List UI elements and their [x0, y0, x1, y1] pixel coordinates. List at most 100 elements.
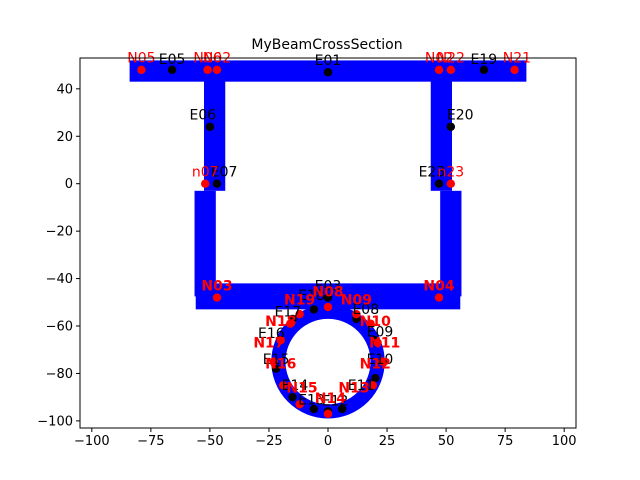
section-member-5 [440, 190, 462, 297]
element-marker-e01 [323, 68, 333, 77]
node-label-n16: N16 [265, 357, 296, 373]
element-label-e12: E12 [322, 393, 349, 409]
y-tick-label: 40 [56, 82, 73, 97]
x-tick-label: 0 [324, 434, 332, 449]
node-label-n04: N04 [423, 278, 454, 294]
node-label-n12: N12 [360, 357, 391, 373]
element-marker-e06 [205, 122, 215, 131]
y-tick-label: −20 [46, 225, 73, 240]
node-label-n15: N15 [286, 380, 317, 396]
element-marker-e10 [371, 373, 380, 383]
element-marker-e03 [323, 293, 333, 302]
element-label-e13: E13 [298, 392, 325, 408]
node-marker-n19 [295, 309, 304, 319]
node-marker-n07 [200, 179, 210, 188]
node-marker-n23 [446, 179, 456, 188]
node-marker-n13 [368, 381, 378, 390]
node-label-n06: N06 [193, 51, 221, 67]
section-member-3 [430, 71, 452, 191]
node-label-n03: N03 [201, 278, 232, 294]
element-marker-e05 [167, 65, 177, 75]
element-marker-e13 [309, 404, 319, 414]
node-marker-n10 [366, 319, 375, 328]
element-label-e08: E08 [352, 302, 379, 318]
section-member-2 [204, 71, 226, 191]
node-marker-n02 [212, 65, 222, 75]
node-marker-n08 [323, 302, 333, 312]
element-marker-e14 [288, 392, 297, 402]
x-tick-label: 75 [497, 434, 514, 449]
x-tick-label: 100 [552, 434, 577, 449]
node-label-n18: N18 [265, 314, 296, 330]
node-marker-n05 [137, 65, 146, 75]
element-label-e19: E19 [471, 52, 498, 68]
node-marker-n15 [278, 381, 288, 390]
element-label-e14: E14 [282, 378, 309, 394]
node-label-n22: N22 [437, 51, 465, 67]
element-marker-e23 [434, 179, 444, 188]
node-label-n11: N11 [369, 335, 400, 351]
x-tick-label: −50 [196, 434, 223, 449]
element-label-e18: E18 [298, 288, 325, 304]
element-marker-e11 [337, 404, 347, 414]
section-member-4 [194, 190, 216, 297]
element-label-e07: E07 [211, 165, 238, 181]
element-label-e15: E15 [263, 352, 290, 368]
element-label-e16: E16 [258, 326, 285, 342]
node-label-n13: N13 [338, 380, 369, 396]
node-label-n21: N21 [503, 51, 531, 67]
y-tick-label: 0 [65, 177, 73, 192]
node-marker-n09 [352, 309, 361, 319]
x-tick-label: −75 [137, 434, 164, 449]
element-marker-e15 [271, 364, 281, 373]
node-label-n08: N08 [312, 284, 343, 300]
node-marker-n06 [203, 65, 212, 75]
node-marker-n16 [269, 357, 278, 366]
node-marker-n11 [373, 338, 382, 347]
element-label-e09: E09 [367, 325, 394, 341]
node-marker-n17 [276, 336, 285, 345]
element-marker-e18 [309, 305, 319, 314]
y-tick-label: −40 [46, 272, 73, 287]
element-marker-e07 [212, 179, 222, 188]
node-label-n07: n07 [192, 165, 219, 181]
plot-frame [79, 57, 577, 429]
x-tick-label: −25 [255, 434, 282, 449]
element-label-e05: E05 [159, 52, 186, 68]
node-label-n02: N02 [203, 51, 231, 67]
node-marker-n03 [212, 293, 222, 302]
node-marker-n14 [295, 400, 304, 409]
x-tick-label: 50 [438, 434, 455, 449]
element-label-e10: E10 [367, 352, 394, 368]
node-marker-n22 [434, 65, 444, 75]
y-tick-label: −60 [46, 320, 73, 335]
node-label-n02: N02 [425, 51, 453, 67]
element-label-e20: E20 [447, 108, 474, 124]
chart-title: MyBeamCrossSection [251, 37, 402, 53]
element-label-e17: E17 [275, 305, 302, 321]
y-tick-label: −80 [46, 367, 73, 382]
node-marker-n14 [323, 409, 333, 418]
element-label-e06: E06 [189, 108, 216, 124]
node-label-n14: N14 [315, 391, 346, 407]
node-label-n23: n23 [437, 165, 464, 181]
element-label-e23: E23 [419, 165, 446, 181]
x-tick-label: −100 [74, 434, 110, 449]
marker-layer [137, 65, 519, 418]
element-marker-e20 [446, 122, 456, 131]
node-label-n05: N05 [127, 51, 155, 67]
x-tick-label: 25 [379, 434, 396, 449]
node-marker-n12 [378, 357, 387, 366]
element-label-e11: E11 [348, 378, 375, 394]
node-label-n19: N19 [284, 293, 315, 309]
node-marker-n04 [434, 293, 444, 302]
y-tick-label: 20 [56, 130, 73, 145]
axis-ticks: −100 −75 −50 −25 0 25 50 75 100 −100 −80 −60 −40 −20 0… [37, 82, 576, 449]
node-marker-n18 [286, 319, 295, 328]
node-marker-n21 [510, 65, 519, 75]
node-label-n17: N17 [253, 335, 284, 351]
element-label-e03: E03 [315, 278, 342, 294]
y-tick-label: −100 [37, 414, 73, 429]
